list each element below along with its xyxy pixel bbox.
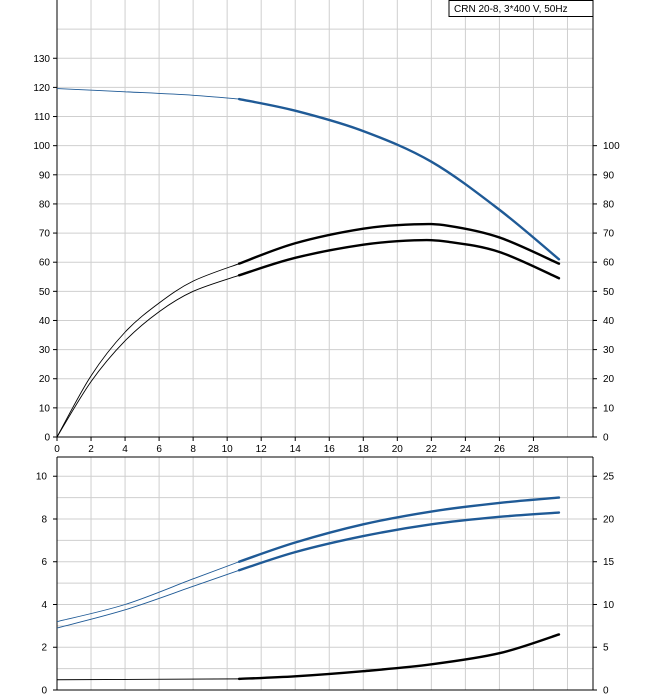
y-tick-label: 20	[39, 374, 51, 385]
y-tick-label: 100	[33, 141, 50, 152]
x-tick-label: 6	[156, 444, 162, 455]
bottom-chart-series	[56, 496, 561, 681]
y-tick-label: 120	[33, 83, 50, 94]
x-tick-label: 24	[460, 444, 472, 455]
y-tick-label: 40	[39, 316, 51, 327]
y2-tick-label: 25	[603, 472, 615, 483]
x-tick-label: 26	[494, 444, 506, 455]
head-curve-thin	[56, 88, 240, 100]
y2-tick-label: 30	[603, 345, 615, 356]
y2-tick-label: 70	[603, 229, 615, 240]
y-tick-label: 50	[39, 287, 51, 298]
y2-tick-label: 50	[603, 287, 615, 298]
power-p1-curve-thick	[237, 496, 561, 563]
chart-title-box: CRN 20-8, 3*400 V, 50Hz	[448, 0, 594, 17]
efficiency-curve-lower-thin	[56, 274, 240, 438]
top-chart-grid	[56, 0, 594, 438]
y-tick-label: 0	[44, 433, 50, 444]
npsh-curve	[56, 633, 561, 681]
y-tick-label: 90	[39, 170, 51, 181]
y2-tick-label: 100	[603, 141, 620, 152]
y-tick-label: 70	[39, 229, 51, 240]
efficiency-curve-upper-thick	[237, 222, 561, 265]
x-tick-label: 10	[222, 444, 234, 455]
power-p2-curve	[56, 511, 561, 629]
y2-tick-label: 0	[603, 686, 609, 697]
y2-tick-label: 80	[603, 199, 615, 210]
y2-tick-label: 10	[603, 600, 615, 611]
x-tick-label: 22	[426, 444, 438, 455]
power-p1-curve-thin	[56, 561, 240, 623]
y-tick-label: 4	[41, 600, 47, 611]
head-curve-thick	[237, 97, 561, 261]
y-tick-label: 6	[41, 557, 47, 568]
head-curve	[56, 88, 561, 261]
y2-tick-label: 5	[603, 643, 609, 654]
y-tick-label: 10	[39, 403, 51, 414]
y2-tick-label: 20	[603, 514, 615, 525]
x-tick-label: 20	[392, 444, 404, 455]
y-tick-label: 0	[41, 686, 47, 697]
npsh-curve-thin	[56, 678, 240, 681]
y-tick-label: 8	[41, 514, 47, 525]
x-tick-label: 4	[122, 444, 128, 455]
top-chart-series	[56, 88, 561, 438]
y2-tick-label: 60	[603, 258, 615, 269]
power-p1-curve	[56, 496, 561, 623]
y-tick-label: 10	[36, 472, 48, 483]
y-tick-label: 30	[39, 345, 51, 356]
x-tick-label: 0	[54, 444, 60, 455]
power-p2-curve-thick	[237, 511, 561, 572]
x-tick-label: 18	[358, 444, 370, 455]
y2-tick-label: 90	[603, 170, 615, 181]
x-tick-label: 28	[528, 444, 540, 455]
x-tick-label: 12	[256, 444, 268, 455]
x-tick-label: 8	[190, 444, 196, 455]
y-tick-label: 80	[39, 199, 51, 210]
efficiency-curve-upper	[56, 222, 561, 438]
y-tick-label: 130	[33, 54, 50, 65]
y-tick-label: 2	[41, 643, 47, 654]
power-p2-curve-thin	[56, 569, 240, 629]
y-tick-label: 60	[39, 258, 51, 269]
y-tick-label: 110	[34, 112, 50, 123]
efficiency-curve-lower	[56, 238, 561, 438]
npsh-curve-thick	[237, 633, 561, 681]
chart-title: CRN 20-8, 3*400 V, 50Hz	[454, 4, 568, 15]
y2-tick-label: 20	[603, 374, 615, 385]
y2-tick-label: 40	[603, 316, 615, 327]
x-tick-label: 2	[88, 444, 94, 455]
x-tick-label: 14	[290, 444, 302, 455]
bottom-chart-grid	[56, 456, 594, 691]
x-tick-label: 16	[324, 444, 336, 455]
y2-tick-label: 15	[603, 557, 615, 568]
efficiency-curve-lower-thick	[237, 238, 561, 280]
y2-tick-label: 0	[603, 433, 609, 444]
chart-labels: 0102030405060708090100110120130010203040…	[33, 54, 620, 697]
y2-tick-label: 10	[603, 403, 615, 414]
efficiency-curve-upper-thin	[56, 263, 240, 438]
